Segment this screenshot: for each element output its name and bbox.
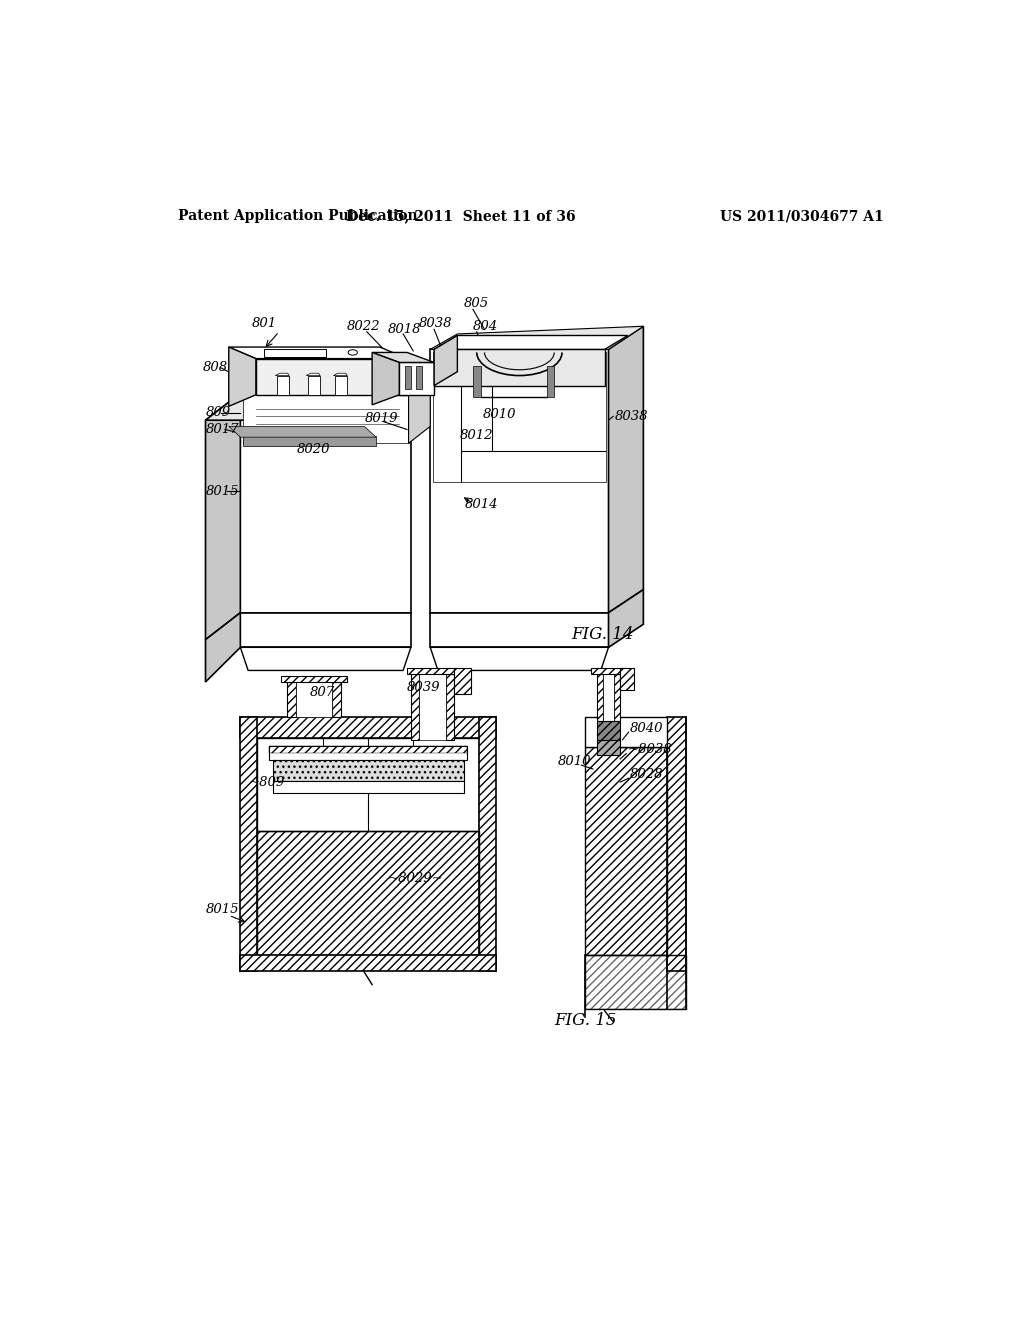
Polygon shape [409, 378, 430, 444]
Polygon shape [597, 675, 603, 721]
Polygon shape [228, 347, 407, 359]
Polygon shape [445, 675, 454, 739]
Text: 8012: 8012 [460, 429, 494, 442]
Polygon shape [432, 351, 606, 482]
Text: 8010: 8010 [558, 755, 592, 768]
Polygon shape [430, 350, 608, 612]
Polygon shape [206, 393, 241, 640]
Text: US 2011/0304677 A1: US 2011/0304677 A1 [720, 209, 884, 223]
Polygon shape [334, 374, 347, 376]
Polygon shape [430, 647, 608, 671]
Polygon shape [430, 612, 608, 647]
Text: Dec. 15, 2011  Sheet 11 of 36: Dec. 15, 2011 Sheet 11 of 36 [346, 209, 577, 223]
Polygon shape [276, 376, 289, 395]
Polygon shape [372, 352, 399, 405]
Bar [263, 350, 326, 358]
Polygon shape [206, 393, 411, 420]
Text: 8010: 8010 [483, 408, 516, 421]
Polygon shape [332, 682, 341, 717]
Text: Patent Application Publication: Patent Application Publication [178, 209, 418, 223]
Text: 8019: 8019 [365, 412, 398, 425]
Text: ~8029~: ~8029~ [388, 871, 443, 884]
Polygon shape [434, 335, 628, 350]
Text: 809: 809 [206, 407, 230, 418]
Bar [269, 746, 467, 760]
Polygon shape [241, 647, 411, 671]
Polygon shape [591, 668, 627, 675]
Polygon shape [614, 675, 621, 721]
Polygon shape [608, 590, 643, 647]
Ellipse shape [348, 350, 357, 355]
Text: 804: 804 [473, 319, 498, 333]
Text: 8015: 8015 [206, 484, 239, 498]
Text: 8040: 8040 [630, 722, 664, 735]
Polygon shape [206, 612, 241, 682]
Text: FIG. 15: FIG. 15 [554, 1012, 616, 1030]
Text: 8014: 8014 [465, 499, 499, 511]
Polygon shape [419, 675, 445, 739]
Polygon shape [454, 668, 471, 693]
Polygon shape [473, 367, 480, 397]
Bar [273, 760, 464, 781]
Text: 8015: 8015 [206, 903, 239, 916]
Text: 8028: 8028 [630, 768, 664, 781]
Polygon shape [308, 376, 321, 395]
Text: 8039: 8039 [407, 681, 440, 694]
Text: 807: 807 [310, 685, 335, 698]
Polygon shape [407, 668, 458, 675]
Polygon shape [621, 668, 634, 689]
Polygon shape [281, 676, 347, 682]
Text: 8017: 8017 [206, 422, 239, 436]
Polygon shape [586, 717, 667, 747]
Polygon shape [430, 326, 643, 350]
Polygon shape [399, 363, 434, 395]
Text: 8038: 8038 [419, 317, 453, 330]
Polygon shape [241, 956, 496, 970]
Polygon shape [372, 352, 434, 363]
Polygon shape [257, 738, 479, 830]
Polygon shape [434, 350, 604, 385]
Text: 801: 801 [252, 317, 278, 330]
Text: FIG. 14: FIG. 14 [571, 626, 634, 643]
Polygon shape [296, 682, 332, 717]
Polygon shape [241, 393, 411, 612]
Polygon shape [228, 347, 256, 407]
Text: 8038: 8038 [614, 409, 648, 422]
Text: 8022: 8022 [346, 319, 380, 333]
Text: ~809: ~809 [248, 776, 285, 788]
Polygon shape [228, 426, 376, 437]
Polygon shape [275, 374, 289, 376]
Polygon shape [597, 739, 621, 755]
Bar [273, 781, 464, 793]
Bar [269, 746, 467, 752]
Polygon shape [597, 721, 621, 739]
Polygon shape [608, 326, 643, 612]
Polygon shape [406, 367, 411, 389]
Polygon shape [335, 376, 347, 395]
Text: 808: 808 [203, 362, 228, 375]
Polygon shape [287, 682, 296, 717]
Text: ~8038: ~8038 [628, 743, 673, 756]
Polygon shape [479, 717, 496, 970]
Polygon shape [241, 717, 257, 970]
Polygon shape [256, 359, 407, 395]
Polygon shape [241, 717, 496, 738]
Polygon shape [241, 612, 411, 647]
Polygon shape [547, 367, 554, 397]
Polygon shape [243, 393, 409, 444]
Polygon shape [411, 675, 419, 739]
Polygon shape [417, 367, 422, 389]
Polygon shape [603, 675, 614, 721]
Text: 8018: 8018 [388, 323, 421, 335]
Text: 805: 805 [464, 297, 488, 310]
Polygon shape [667, 717, 686, 970]
Polygon shape [243, 436, 376, 446]
Polygon shape [434, 335, 458, 385]
Polygon shape [306, 374, 321, 376]
Text: 8020: 8020 [297, 444, 331, 455]
